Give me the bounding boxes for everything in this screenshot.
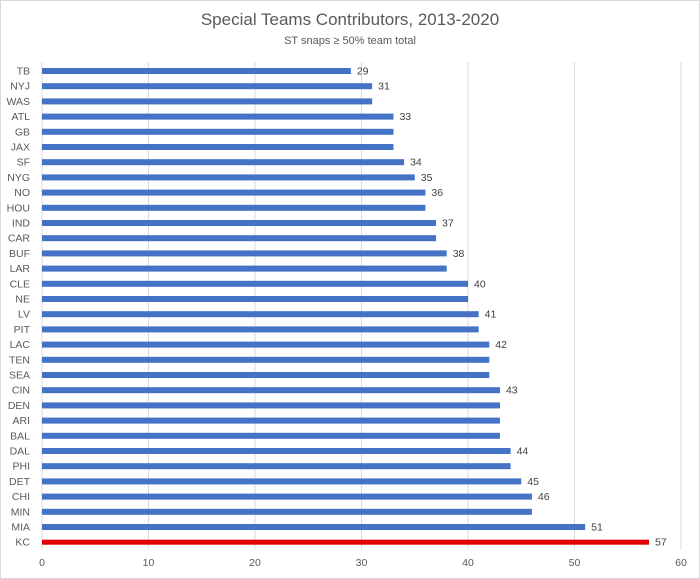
bar-sea bbox=[42, 372, 490, 378]
bar-det bbox=[42, 478, 522, 485]
category-label-ind: IND bbox=[12, 218, 31, 230]
x-tick-labels: 0 10 20 30 40 50 60 bbox=[39, 557, 687, 569]
category-label-cin: CIN bbox=[12, 385, 30, 397]
data-label-buf: 38 bbox=[453, 248, 465, 260]
bar-chi bbox=[42, 493, 532, 500]
chart-title: Special Teams Contributors, 2013-2020 bbox=[200, 10, 500, 29]
data-label-no: 36 bbox=[431, 187, 443, 199]
data-label-ind: 37 bbox=[442, 218, 454, 230]
bar-dal bbox=[42, 448, 511, 454]
data-label-nyg: 35 bbox=[421, 172, 433, 184]
data-label-dal: 44 bbox=[517, 446, 529, 458]
data-label-det: 45 bbox=[527, 476, 539, 488]
category-label-hou: HOU bbox=[7, 202, 30, 214]
x-tick-label-60: 60 bbox=[675, 557, 687, 569]
bar-cin bbox=[42, 387, 500, 394]
category-label-det: DET bbox=[9, 476, 31, 488]
category-label-tb: TB bbox=[17, 66, 30, 78]
bar-lac bbox=[42, 341, 490, 348]
bar-lar bbox=[42, 265, 447, 272]
data-label-lac: 42 bbox=[495, 339, 507, 351]
category-label-was: WAS bbox=[6, 96, 30, 108]
category-label-atl: ATL bbox=[12, 111, 31, 123]
category-labels: TB NYJ WAS ATL GB JAX SF NYG NO HOU IND CAR BUF LAR CL… bbox=[6, 66, 30, 549]
bar-tb bbox=[42, 68, 351, 74]
data-label-sf: 34 bbox=[410, 157, 422, 169]
x-tick-label-0: 0 bbox=[39, 557, 45, 569]
bar-kc bbox=[42, 539, 650, 545]
category-label-buf: BUF bbox=[9, 248, 30, 260]
bar-sf bbox=[42, 159, 405, 166]
data-label-atl: 33 bbox=[399, 111, 411, 123]
category-label-nyj: NYJ bbox=[10, 81, 30, 93]
category-label-mia: MIA bbox=[11, 522, 30, 534]
x-tick-label-20: 20 bbox=[249, 557, 261, 569]
data-label-cin: 43 bbox=[506, 385, 518, 397]
bar-was bbox=[42, 98, 373, 105]
category-label-no: NO bbox=[14, 187, 30, 199]
bar-hou bbox=[42, 204, 426, 211]
bar-cle bbox=[42, 280, 468, 287]
category-label-car: CAR bbox=[8, 233, 31, 245]
chart-subtitle: ST snaps ≥ 50% team total bbox=[284, 35, 416, 47]
x-tick-label-30: 30 bbox=[356, 557, 368, 569]
x-tick-label-10: 10 bbox=[143, 557, 155, 569]
data-label-tb: 29 bbox=[357, 66, 369, 78]
data-label-lv: 41 bbox=[485, 309, 497, 321]
bar-no bbox=[42, 189, 426, 196]
category-label-sf: SF bbox=[17, 157, 30, 169]
data-label-chi: 46 bbox=[538, 491, 550, 503]
category-label-min: MIN bbox=[11, 506, 30, 518]
bar-min bbox=[42, 508, 532, 515]
data-labels: 29 31 33 34 35 36 37 38 40 41 42 43 44 45 46 51 57 bbox=[357, 66, 667, 549]
category-label-den: DEN bbox=[8, 400, 30, 412]
category-label-phi: PHI bbox=[12, 461, 30, 473]
bar-car bbox=[42, 235, 437, 242]
x-tick-label-40: 40 bbox=[462, 557, 474, 569]
x-tick-label-50: 50 bbox=[569, 557, 581, 569]
bar-ari bbox=[42, 417, 500, 424]
bar-phi bbox=[42, 463, 511, 470]
bar-ten bbox=[42, 356, 490, 363]
data-label-kc: 57 bbox=[655, 537, 667, 549]
bar-ne bbox=[42, 296, 468, 302]
category-label-lac: LAC bbox=[10, 339, 31, 351]
bar-lv bbox=[42, 311, 479, 318]
bar-buf bbox=[42, 250, 447, 257]
bar-nyg bbox=[42, 174, 415, 181]
category-label-lar: LAR bbox=[10, 263, 31, 275]
category-label-kc: KC bbox=[15, 537, 30, 549]
bar-ind bbox=[42, 220, 437, 226]
category-label-ten: TEN bbox=[9, 354, 30, 366]
category-label-pit: PIT bbox=[14, 324, 31, 336]
category-label-cle: CLE bbox=[10, 278, 30, 290]
data-label-nyj: 31 bbox=[378, 81, 390, 93]
bar-mia bbox=[42, 524, 586, 530]
bar-pit bbox=[42, 326, 479, 333]
category-label-ne: NE bbox=[15, 294, 30, 306]
category-label-jax: JAX bbox=[11, 142, 30, 154]
category-label-lv: LV bbox=[18, 309, 30, 321]
gridlines bbox=[41, 62, 682, 549]
category-label-sea: SEA bbox=[9, 370, 30, 382]
category-label-chi: CHI bbox=[12, 491, 30, 503]
data-label-cle: 40 bbox=[474, 278, 486, 290]
bars bbox=[42, 68, 650, 545]
category-label-gb: GB bbox=[15, 126, 30, 138]
category-label-bal: BAL bbox=[10, 430, 30, 442]
bar-jax bbox=[42, 144, 394, 150]
data-label-mia: 51 bbox=[591, 522, 603, 534]
category-label-dal: DAL bbox=[10, 446, 31, 458]
category-label-ari: ARI bbox=[12, 415, 30, 427]
bar-nyj bbox=[42, 83, 373, 90]
category-label-nyg: NYG bbox=[7, 172, 30, 184]
bar-gb bbox=[42, 128, 394, 135]
bar-den bbox=[42, 402, 500, 409]
bar-atl bbox=[42, 113, 394, 120]
bar-bal bbox=[42, 432, 500, 439]
